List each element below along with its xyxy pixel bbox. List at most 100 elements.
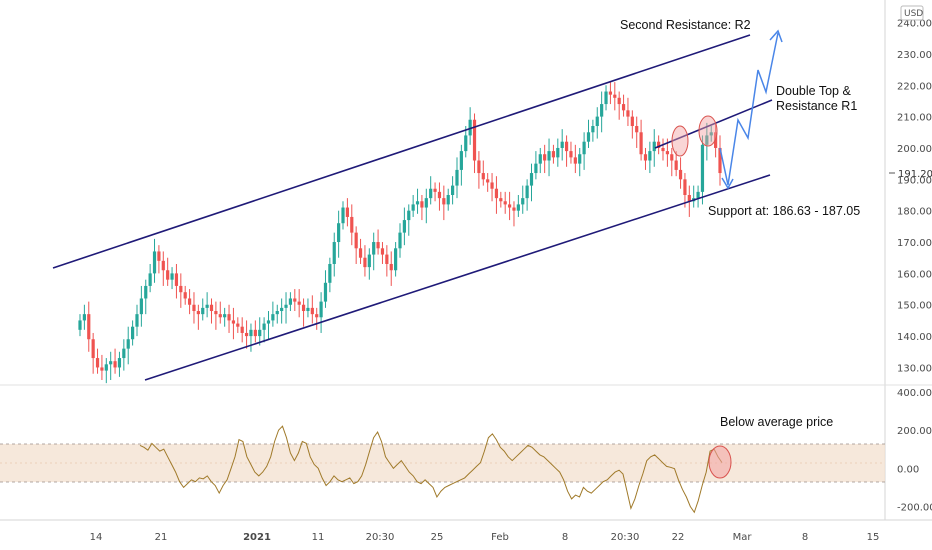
candle-body bbox=[508, 204, 511, 207]
candle-body bbox=[482, 173, 485, 179]
candle-body bbox=[420, 201, 423, 207]
candle-body bbox=[227, 314, 230, 320]
candle-body bbox=[241, 327, 244, 333]
candle-body bbox=[236, 324, 239, 327]
below-average-circle bbox=[709, 446, 731, 478]
candle-body bbox=[604, 92, 607, 105]
candle-body bbox=[438, 192, 441, 198]
candle-body bbox=[425, 198, 428, 207]
currency-badge[interactable]: USD bbox=[901, 6, 923, 20]
candle-body bbox=[78, 320, 81, 329]
candle-body bbox=[122, 349, 125, 358]
price-tick-label: 220.00 bbox=[897, 81, 932, 92]
candle-body bbox=[166, 270, 169, 279]
candle-body bbox=[666, 151, 669, 154]
candle-body bbox=[127, 339, 130, 348]
annotation-below-average: Below average price bbox=[720, 415, 833, 429]
candle-body bbox=[587, 132, 590, 141]
time-tick-label: 20:30 bbox=[611, 532, 640, 543]
candle-body bbox=[398, 233, 401, 249]
candle-body bbox=[600, 104, 603, 117]
candle-body bbox=[197, 311, 200, 314]
candle-body bbox=[539, 154, 542, 163]
candle-body bbox=[561, 142, 564, 148]
candle-body bbox=[188, 298, 191, 304]
candle-body bbox=[486, 179, 489, 182]
candle-body bbox=[92, 339, 95, 358]
candle-body bbox=[403, 220, 406, 233]
candle-body bbox=[144, 286, 147, 299]
annotation-double-top: Double Top & bbox=[776, 84, 851, 98]
candle-body bbox=[276, 311, 279, 314]
candle-body bbox=[372, 242, 375, 255]
candle-body bbox=[149, 273, 152, 286]
candle-body bbox=[346, 208, 349, 217]
time-tick-label: 22 bbox=[672, 532, 685, 543]
candle-body bbox=[271, 314, 274, 320]
candle-body bbox=[337, 223, 340, 242]
candle-body bbox=[170, 273, 173, 279]
candle-body bbox=[490, 182, 493, 188]
candle-body bbox=[648, 151, 651, 160]
candle-body bbox=[109, 361, 112, 364]
candle-body bbox=[254, 330, 257, 336]
time-tick-label: Mar bbox=[733, 532, 753, 543]
time-tick-label: 15 bbox=[867, 532, 880, 543]
candle-body bbox=[96, 358, 99, 367]
candle-body bbox=[157, 251, 160, 260]
candle-body bbox=[341, 208, 344, 224]
candle-body bbox=[210, 305, 213, 311]
price-marker-label: 191.20 bbox=[898, 169, 932, 180]
annotation-support: Support at: 186.63 - 187.05 bbox=[708, 204, 860, 218]
candle-body bbox=[451, 186, 454, 195]
candle-body bbox=[675, 161, 678, 170]
candle-body bbox=[223, 314, 226, 317]
time-tick-label: Feb bbox=[491, 532, 509, 543]
candle-body bbox=[701, 145, 704, 192]
candle-body bbox=[201, 308, 204, 314]
candle-body bbox=[679, 170, 682, 179]
candle-body bbox=[118, 358, 121, 367]
candle-body bbox=[530, 173, 533, 186]
candle-body bbox=[368, 255, 371, 268]
candle-body bbox=[289, 298, 292, 304]
candle-body bbox=[683, 179, 686, 195]
candle-body bbox=[670, 154, 673, 160]
candle-body bbox=[661, 148, 664, 151]
candle-body bbox=[140, 298, 143, 314]
candle-body bbox=[495, 189, 498, 198]
annotation-resistance-r1: Resistance R1 bbox=[776, 99, 857, 113]
candle-body bbox=[552, 151, 555, 157]
price-tick-label: 200.00 bbox=[897, 144, 932, 155]
candle-body bbox=[192, 305, 195, 311]
candle-body bbox=[565, 142, 568, 151]
time-tick-label: 20:30 bbox=[366, 532, 395, 543]
candle-body bbox=[179, 286, 182, 292]
candle-body bbox=[162, 261, 165, 270]
time-tick-label: 11 bbox=[312, 532, 325, 543]
time-tick-label: 25 bbox=[431, 532, 444, 543]
time-tick-label: 14 bbox=[90, 532, 103, 543]
candle-body bbox=[363, 258, 366, 267]
candle-body bbox=[477, 161, 480, 174]
candle-body bbox=[324, 283, 327, 302]
candle-body bbox=[583, 142, 586, 155]
candle-body bbox=[631, 117, 634, 126]
candlestick-series bbox=[78, 82, 721, 383]
candle-body bbox=[232, 320, 235, 323]
candle-body bbox=[390, 264, 393, 270]
candle-body bbox=[267, 320, 270, 323]
candle-body bbox=[175, 273, 178, 286]
candle-body bbox=[319, 302, 322, 318]
candle-body bbox=[263, 324, 266, 330]
candle-body bbox=[214, 311, 217, 314]
candle-body bbox=[306, 308, 309, 311]
candle-body bbox=[302, 305, 305, 311]
candle-body bbox=[504, 201, 507, 204]
candle-body bbox=[534, 164, 537, 173]
candle-body bbox=[100, 367, 103, 370]
candle-body bbox=[381, 248, 384, 254]
time-tick-label: 8 bbox=[802, 532, 808, 543]
indicator-band bbox=[0, 444, 885, 482]
